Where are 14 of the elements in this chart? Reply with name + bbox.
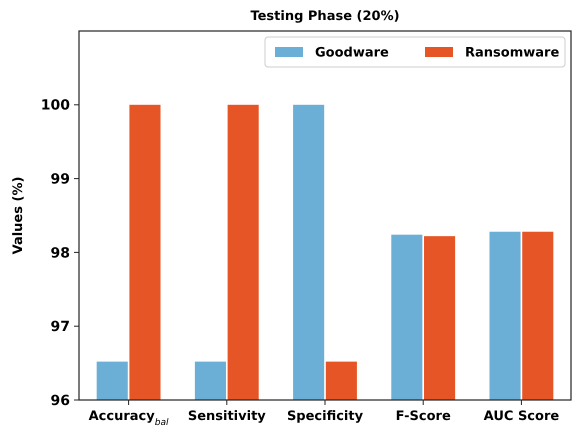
y-tick-label: 96 [50, 392, 70, 409]
legend-label: Ransomware [465, 46, 560, 61]
y-axis-title: Values (%) [11, 176, 26, 254]
x-tick-label: Specificity [286, 409, 364, 424]
chart-title: Testing Phase (20%) [250, 9, 400, 24]
y-tick-label: 99 [50, 172, 70, 188]
x-tick-label: Sensitivity [188, 409, 266, 424]
x-tick-label: Accuracy$_{bal}$ [88, 409, 170, 428]
y-tick-label: 98 [50, 245, 70, 262]
y-tick-label: 97 [50, 319, 70, 336]
x-tick-label: F-Score [396, 409, 451, 424]
y-tick-label: 100 [40, 98, 70, 114]
legend-label: Goodware [315, 46, 390, 61]
x-tick-label: AUC Score [484, 409, 560, 424]
